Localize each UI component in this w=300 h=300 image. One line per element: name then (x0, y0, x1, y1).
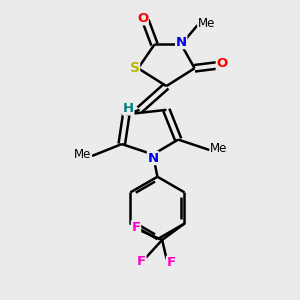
Text: S: S (130, 61, 140, 75)
Text: H: H (123, 102, 134, 115)
Text: F: F (137, 255, 146, 268)
Text: N: N (176, 36, 187, 49)
Text: O: O (216, 57, 228, 70)
Text: F: F (131, 221, 141, 234)
Text: O: O (137, 12, 148, 25)
Text: Me: Me (198, 17, 215, 30)
Text: F: F (167, 256, 176, 269)
Text: Me: Me (210, 142, 228, 155)
Text: Me: Me (74, 148, 91, 161)
Text: N: N (147, 152, 158, 164)
